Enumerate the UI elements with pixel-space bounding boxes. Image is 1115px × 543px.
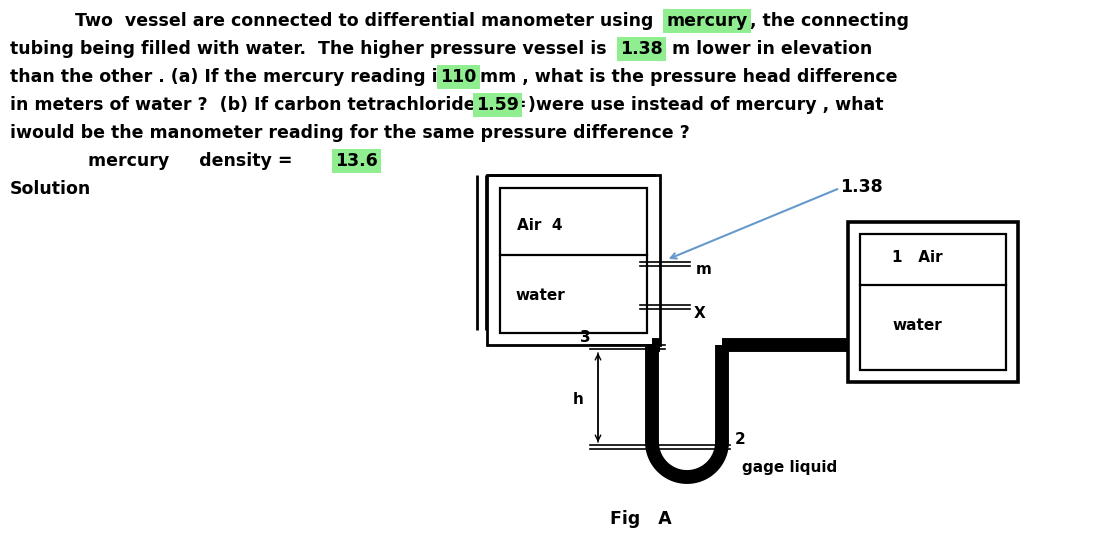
- Text: m lower in elevation: m lower in elevation: [672, 40, 872, 58]
- Text: 1.38: 1.38: [620, 40, 662, 58]
- Text: gage liquid: gage liquid: [741, 460, 837, 475]
- Text: X: X: [694, 306, 706, 320]
- Text: tubing being filled with water.  The higher pressure vessel is: tubing being filled with water. The high…: [10, 40, 607, 58]
- Text: Solution: Solution: [10, 180, 91, 198]
- Text: mm , what is the pressure head difference: mm , what is the pressure head differenc…: [479, 68, 898, 86]
- Text: mercury     density =: mercury density =: [88, 152, 292, 170]
- Text: 13.6: 13.6: [334, 152, 378, 170]
- Text: 1.59: 1.59: [476, 96, 518, 114]
- Text: m: m: [696, 262, 711, 277]
- Text: water: water: [892, 318, 942, 332]
- Text: mercury: mercury: [666, 12, 747, 30]
- Text: )were use instead of mercury , what: )were use instead of mercury , what: [529, 96, 883, 114]
- Text: 3: 3: [580, 331, 591, 345]
- Bar: [849, 222, 1018, 382]
- Text: h: h: [573, 393, 584, 407]
- Text: , the connecting: , the connecting: [750, 12, 909, 30]
- Text: in meters of water ?  (b) If carbon tetrachloride ( s =: in meters of water ? (b) If carbon tetra…: [10, 96, 526, 114]
- Text: than the other . (a) If the mercury reading is: than the other . (a) If the mercury read…: [10, 68, 448, 86]
- Bar: [860, 234, 1006, 370]
- Text: 1.38: 1.38: [840, 178, 883, 196]
- Text: 1   Air: 1 Air: [892, 250, 942, 266]
- Text: Two  vessel are connected to differential manometer using: Two vessel are connected to differential…: [75, 12, 653, 30]
- Bar: [500, 188, 647, 333]
- Text: iwould be the manometer reading for the same pressure difference ?: iwould be the manometer reading for the …: [10, 124, 690, 142]
- Text: 2: 2: [735, 433, 746, 447]
- Text: Air  4: Air 4: [517, 218, 563, 232]
- Text: 110: 110: [440, 68, 476, 86]
- Bar: [487, 175, 660, 345]
- Text: Fig   A: Fig A: [610, 510, 671, 528]
- Text: water: water: [515, 287, 565, 302]
